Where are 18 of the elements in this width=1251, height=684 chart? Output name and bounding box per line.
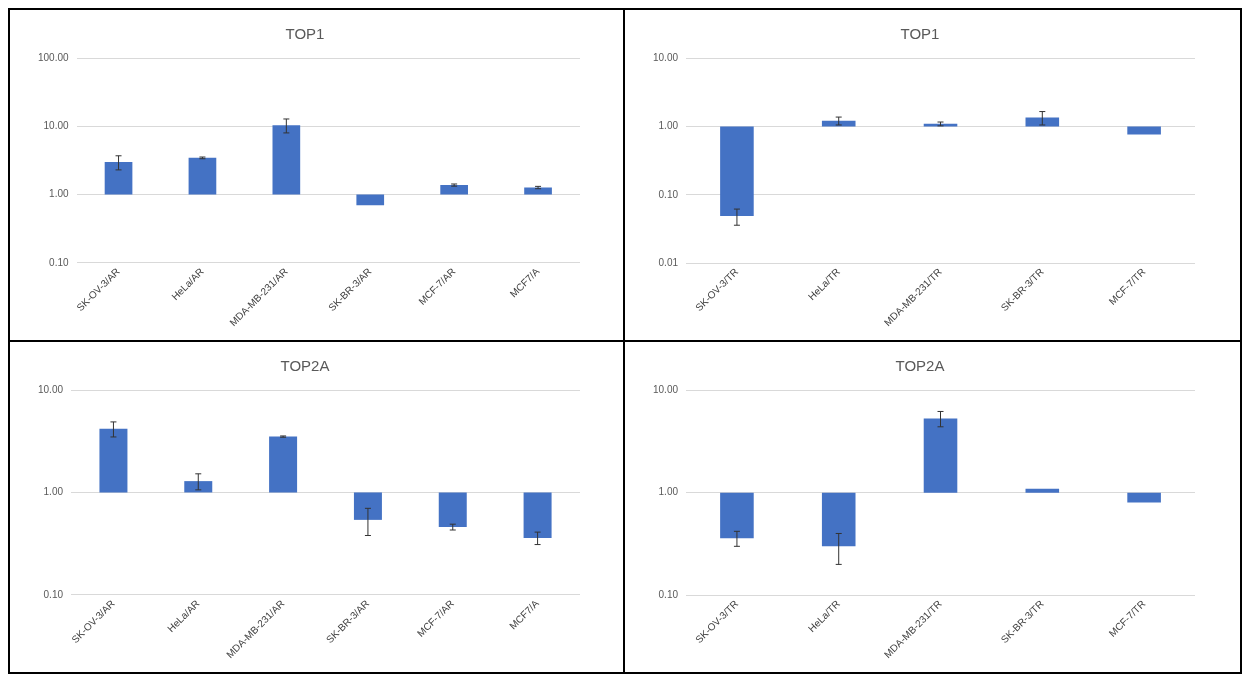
y-tick-label: 10.00 <box>652 383 679 395</box>
y-tick-label: 0.10 <box>43 588 64 600</box>
y-tick-label: 10.00 <box>43 120 70 132</box>
y-tick-label: 0.10 <box>658 188 679 200</box>
y-tick-label: 0.10 <box>658 589 679 601</box>
y-tick-label: 0.10 <box>49 256 70 268</box>
y-tick-label: 10.00 <box>652 51 679 63</box>
y-tick-label: 1.00 <box>49 188 70 200</box>
y-tick-label: 1.00 <box>658 120 679 132</box>
chart-title: TOP1 <box>285 25 325 43</box>
chart-title: TOP1 <box>900 25 940 43</box>
y-tick-label: 1.00 <box>43 486 64 498</box>
y-tick-label: 0.01 <box>658 257 679 269</box>
y-tick-label: 10.00 <box>37 383 64 395</box>
y-tick-label: 100.00 <box>37 51 70 63</box>
y-tick-label: 1.00 <box>658 486 679 498</box>
chart-title: TOP2A <box>895 357 945 375</box>
chart-title: TOP2A <box>280 357 330 375</box>
